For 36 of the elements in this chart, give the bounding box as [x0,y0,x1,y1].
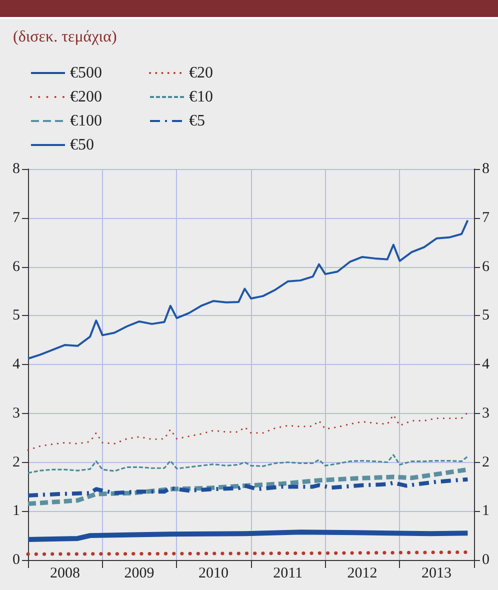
y2-tick-label: 3 [482,405,490,422]
y-tick-label: 8 [12,161,20,177]
line-series [27,219,469,360]
y2-tick-label: 7 [482,210,490,226]
y-tick-label: 5 [12,308,20,324]
line-series [27,454,468,474]
legend-label: €100 [70,112,102,130]
y2-tick-label: 4 [482,356,490,372]
line-series [26,477,470,498]
legend-label: €10 [189,88,213,106]
x-tick-label: 2013 [422,566,452,582]
chart-subtitle: (δισεκ. τεμάχια) [13,28,117,46]
y-tick-label: 6 [12,258,20,275]
y-tick-label: 2 [12,454,20,470]
x-tick-label: 2012 [347,566,378,582]
x-tick-label: 2009 [124,566,154,582]
legend-label: €5 [189,112,205,130]
y-tick-label: 1 [12,503,20,520]
y-tick-label: 0 [12,552,20,568]
line-series [27,412,468,451]
y2-tick-label: 2 [482,454,490,470]
y2-tick-label: 5 [482,308,490,324]
y2-tick-label: 6 [482,258,490,275]
legend-label: €500 [70,64,102,82]
y-tick-label: 4 [12,356,20,372]
y2-tick-label: 0 [482,552,490,568]
legend-label: €20 [189,64,213,82]
legend-label: €50 [70,136,94,154]
y2-tick-label: 8 [482,161,490,177]
y2-tick-label: 1 [482,503,490,520]
x-tick-label: 2010 [198,566,229,582]
y-tick-label: 7 [12,210,20,226]
y-tick-label: 3 [12,405,20,422]
x-tick-label: 2008 [50,566,80,582]
x-tick-label: 2011 [273,566,303,582]
legend-label: €200 [70,88,102,106]
